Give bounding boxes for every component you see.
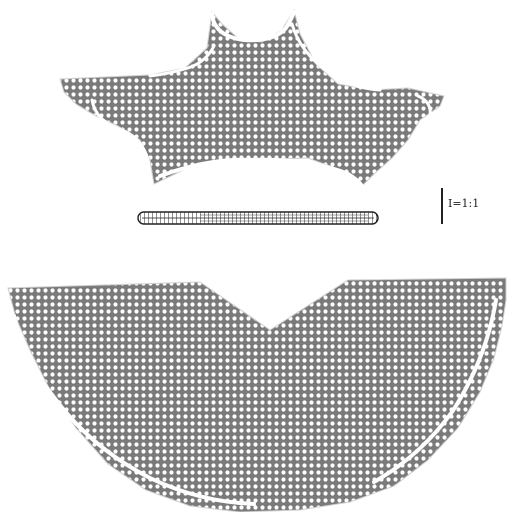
lower-pattern-piece xyxy=(7,277,507,512)
scale-bar: I=1:1 xyxy=(441,188,479,224)
upper-pattern-piece xyxy=(59,8,445,188)
rod-piece xyxy=(137,211,379,225)
scale-bar-label: I=1:1 xyxy=(448,197,479,210)
